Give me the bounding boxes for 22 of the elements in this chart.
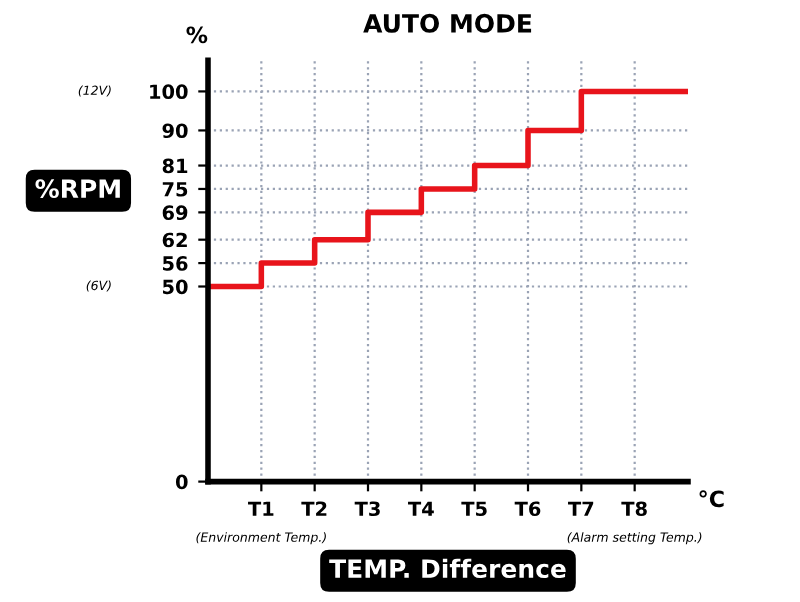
y-tick-label: 62	[162, 232, 187, 248]
x-tick-label: T5	[461, 501, 487, 517]
x-tick-label: T2	[301, 501, 327, 516]
y-tick-label: 0	[175, 474, 188, 490]
chart-title: AUTO MODE	[363, 13, 532, 33]
text: °C	[699, 490, 724, 508]
y-tick-label: 69	[162, 205, 188, 221]
y-tick-label: 75	[162, 182, 188, 197]
x-tick-label: T8	[621, 501, 647, 517]
y-tick-label: 56	[163, 256, 188, 271]
x-tick-label: T6	[514, 501, 541, 517]
y-axis-title: %RPM	[35, 179, 120, 199]
y-tick-label: 90	[162, 123, 188, 139]
y-tick-label: 100	[150, 84, 188, 100]
x-tick-label: T7	[568, 501, 594, 516]
x-tick-label: T4	[408, 501, 434, 516]
y-tick-label: 50	[163, 279, 188, 295]
text: %	[186, 26, 208, 44]
y-tick-label: 81	[162, 158, 188, 174]
x-axis-title: TEMP. Difference	[329, 558, 566, 579]
x-tick-label: T1	[248, 501, 274, 516]
x-tick-label: T3	[354, 501, 380, 517]
